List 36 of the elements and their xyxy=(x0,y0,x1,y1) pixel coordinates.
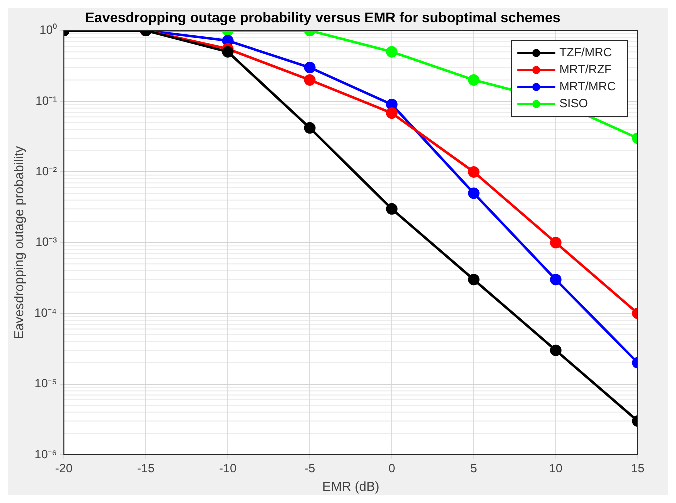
legend-label: TZF/MRC xyxy=(560,46,613,60)
y-tick-label: 10⁻⁵ xyxy=(34,376,58,391)
y-tick-label: 10⁻¹ xyxy=(36,94,58,108)
point xyxy=(468,188,480,200)
point xyxy=(386,46,398,58)
x-tick-label: 5 xyxy=(470,462,478,476)
x-tick-label: 10 xyxy=(549,462,564,476)
legend-label: MRT/MRC xyxy=(560,80,616,94)
y-tick-label: 10⁻⁶ xyxy=(34,447,58,462)
x-tick-label: -15 xyxy=(137,462,156,476)
point xyxy=(550,344,562,356)
point xyxy=(468,274,480,286)
y-tick-label: 10⁻² xyxy=(36,164,58,179)
legend-label: MRT/RZF xyxy=(560,62,612,77)
chart-title: Eavesdropping outage probability versus EMR for suboptimal schemes xyxy=(85,9,561,26)
x-tick-label: -20 xyxy=(55,462,74,476)
legend-label: SISO xyxy=(560,96,588,111)
point xyxy=(304,74,316,86)
point xyxy=(386,108,398,120)
y-axis-title: Eavesdropping outage probability xyxy=(11,146,26,340)
x-tick-label: 15 xyxy=(631,462,645,476)
point xyxy=(304,122,316,134)
x-tick-label: -5 xyxy=(304,462,316,476)
x-tick-label: -10 xyxy=(219,462,238,476)
y-tick-label: 10⁻³ xyxy=(36,235,58,250)
point xyxy=(550,237,562,249)
point xyxy=(386,203,398,215)
x-axis-title: EMR (dB) xyxy=(322,478,380,494)
point xyxy=(468,74,480,86)
x-tick-label: 0 xyxy=(388,462,396,476)
y-tick-label: 10⁰ xyxy=(40,23,58,38)
point xyxy=(222,46,234,58)
point xyxy=(304,62,316,74)
point xyxy=(468,166,480,178)
point xyxy=(550,274,562,286)
y-tick-label: 10⁻⁴ xyxy=(34,306,58,320)
